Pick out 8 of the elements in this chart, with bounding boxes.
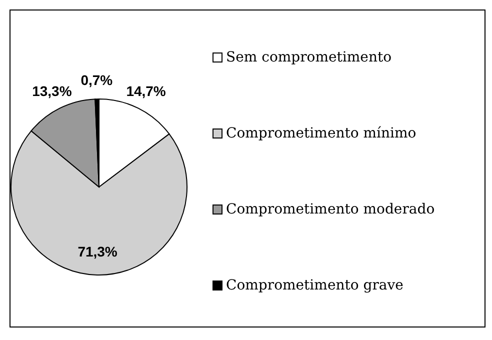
data-label: 13,3% xyxy=(32,83,72,100)
data-label: 71,3% xyxy=(78,244,118,260)
legend-label: Comprometimento moderado xyxy=(226,202,435,218)
legend-label: Comprometimento grave xyxy=(226,278,404,294)
legend-label: Sem comprometimento xyxy=(226,50,392,66)
data-label: 14,7% xyxy=(126,83,166,100)
data-label: 0,7% xyxy=(80,72,114,88)
legend-label: Comprometimento mínimo xyxy=(226,126,416,142)
